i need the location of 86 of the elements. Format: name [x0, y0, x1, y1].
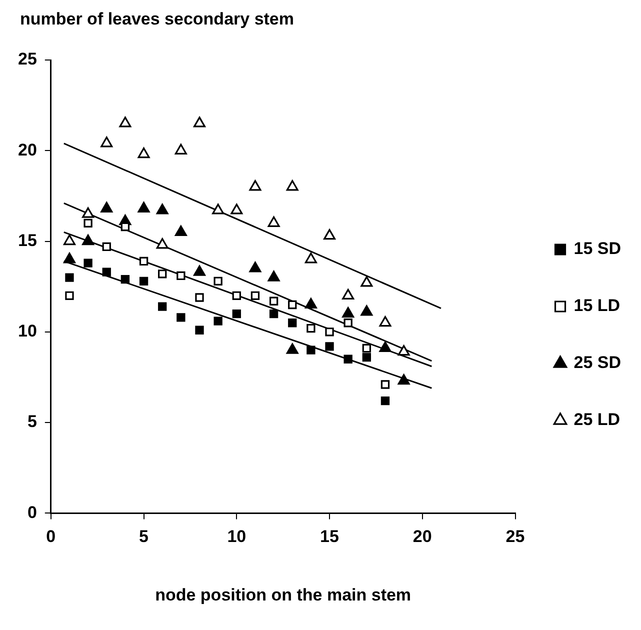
point [138, 202, 150, 212]
y-tick-label: 15 [18, 230, 37, 250]
point [342, 288, 354, 300]
point [362, 352, 371, 362]
x-tick-label: 20 [412, 527, 432, 546]
point [65, 273, 74, 282]
point [176, 271, 186, 280]
point [325, 328, 334, 336]
point [194, 116, 206, 128]
point [398, 345, 410, 356]
legend-label: 25 SD [574, 353, 621, 372]
point [102, 242, 111, 252]
x-tick-label: 5 [139, 527, 149, 546]
point [63, 252, 76, 264]
point [82, 234, 94, 246]
point [286, 343, 298, 354]
point [362, 344, 371, 353]
point [119, 116, 132, 128]
point [120, 275, 130, 284]
point [156, 204, 168, 214]
point [288, 318, 297, 328]
point [158, 270, 167, 278]
point [380, 380, 390, 389]
point [156, 238, 168, 249]
x-tick-label: 10 [227, 527, 246, 546]
point [102, 268, 111, 276]
point [232, 291, 241, 300]
point [269, 296, 278, 306]
point [100, 202, 113, 212]
point [268, 216, 280, 227]
point [100, 136, 113, 148]
x-axis-title: node position on the main stem [155, 585, 412, 604]
point [304, 298, 317, 309]
point [138, 147, 150, 158]
point [232, 309, 241, 318]
point [230, 204, 243, 214]
point [174, 225, 187, 236]
point [379, 316, 392, 327]
legend-label: 15 SD [574, 239, 621, 258]
point [269, 309, 278, 318]
point [304, 252, 317, 264]
y-tick-label: 10 [18, 322, 37, 341]
point [250, 291, 260, 300]
y-axis-title: number of leaves secondary stem [20, 10, 294, 29]
point [268, 270, 280, 282]
point [139, 276, 148, 286]
point [342, 306, 354, 318]
point [249, 262, 262, 272]
point [195, 293, 204, 302]
point [360, 305, 373, 316]
y-tick-label: 20 [18, 140, 37, 160]
point [194, 265, 206, 276]
point [214, 276, 222, 286]
x-tick-label: 15 [320, 527, 339, 546]
point [195, 326, 204, 334]
point [398, 374, 410, 385]
point [82, 207, 94, 218]
point [379, 341, 392, 352]
point [380, 396, 390, 406]
point [249, 180, 262, 191]
point [324, 229, 336, 240]
point [288, 300, 297, 310]
x-tick-label: 0 [46, 527, 56, 546]
point [360, 276, 373, 287]
point [63, 234, 76, 246]
point [344, 318, 352, 328]
x-tick-label: 25 [506, 527, 525, 546]
y-tick-label: 5 [27, 412, 37, 432]
point [214, 316, 222, 326]
legend-label: 15 LD [574, 296, 620, 316]
point [306, 324, 316, 333]
point [286, 180, 298, 191]
point [325, 342, 334, 351]
y-tick-label: 0 [27, 502, 37, 522]
point [84, 258, 92, 268]
point [176, 313, 186, 322]
legend-label: 25 LD [574, 410, 620, 430]
point [65, 291, 74, 300]
point [344, 354, 352, 364]
point [158, 302, 167, 311]
point [174, 144, 187, 154]
point [139, 256, 148, 266]
point [212, 204, 224, 214]
y-tick-label: 25 [18, 50, 37, 69]
point [306, 346, 316, 354]
point [84, 218, 92, 228]
